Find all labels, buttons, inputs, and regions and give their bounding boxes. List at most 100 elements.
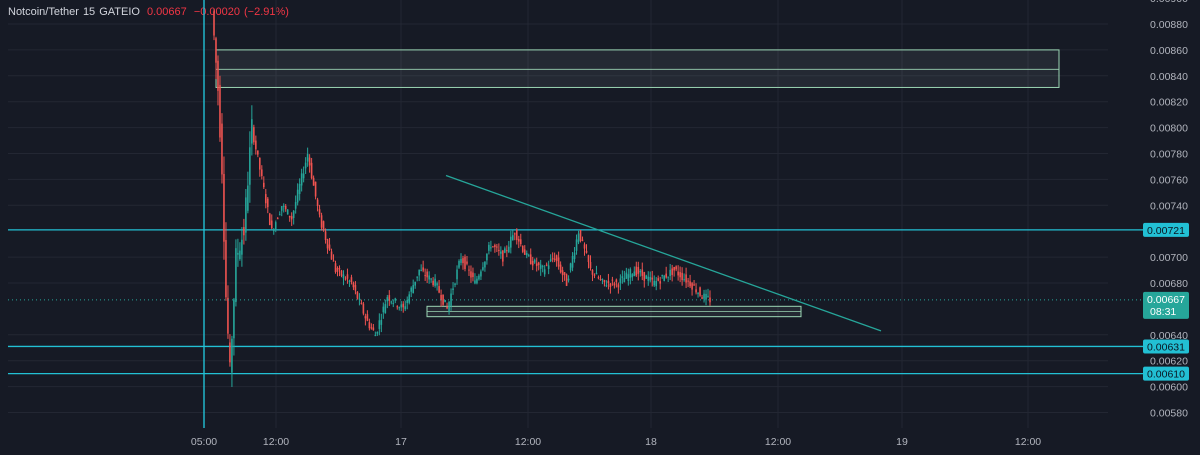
candle-body bbox=[599, 278, 602, 280]
candle-body bbox=[575, 239, 578, 251]
candle-body bbox=[322, 221, 325, 231]
candle-body bbox=[533, 259, 536, 263]
candle-body bbox=[290, 216, 293, 220]
candle-body bbox=[231, 338, 233, 373]
candle-body bbox=[699, 287, 701, 296]
candle-body bbox=[486, 253, 488, 261]
price-tag-label: 0.00610 bbox=[1147, 369, 1185, 381]
candle-body bbox=[573, 252, 576, 260]
chart-header: Notcoin/Tether 15 GATEIO 0.00667 −0.00020(… bbox=[8, 6, 293, 18]
candle-body bbox=[476, 278, 478, 284]
candle-body bbox=[286, 209, 289, 215]
countdown-label: 08:31 bbox=[1150, 306, 1176, 318]
candle-body bbox=[306, 154, 309, 162]
candle-body bbox=[701, 297, 703, 299]
candle-body bbox=[356, 291, 359, 299]
y-tick-label: 0.00900 bbox=[1150, 0, 1188, 5]
candle-body bbox=[434, 278, 436, 286]
candle-body bbox=[470, 271, 472, 278]
candle-body bbox=[432, 280, 434, 286]
y-tick-label: 0.00840 bbox=[1150, 71, 1188, 83]
candle-body bbox=[318, 209, 321, 215]
candle-body bbox=[354, 284, 357, 291]
candle-body bbox=[543, 269, 546, 275]
candle-body bbox=[482, 267, 484, 270]
candle-body bbox=[565, 274, 568, 286]
candle-body bbox=[404, 306, 407, 310]
candle-body bbox=[508, 246, 510, 253]
candle-body bbox=[593, 274, 596, 276]
candle-body bbox=[444, 300, 446, 303]
candle-body bbox=[314, 181, 317, 197]
candle-body bbox=[217, 60, 219, 91]
candle-body bbox=[617, 284, 620, 288]
price-tag-label: 0.00721 bbox=[1147, 225, 1185, 237]
y-tick-label: 0.00760 bbox=[1150, 174, 1188, 186]
candle-body bbox=[454, 283, 456, 285]
candle-body bbox=[402, 303, 405, 308]
candle-body bbox=[406, 299, 409, 303]
trendline[interactable] bbox=[445, 174, 882, 332]
candle-body bbox=[529, 254, 532, 265]
candle-body bbox=[615, 279, 618, 283]
price-tag bbox=[1143, 366, 1189, 381]
candle-body bbox=[697, 293, 699, 295]
candle-body bbox=[296, 189, 299, 203]
candle-body bbox=[288, 215, 291, 218]
candle-body bbox=[488, 244, 490, 251]
candle-body bbox=[665, 273, 667, 278]
candle-body bbox=[219, 85, 221, 138]
candle-body bbox=[270, 220, 273, 229]
candle-body bbox=[647, 276, 650, 281]
interval-label[interactable]: 15 bbox=[82, 6, 96, 18]
exchange-label: GATEIO bbox=[99, 6, 140, 18]
symbol-label[interactable]: Notcoin/Tether bbox=[8, 6, 79, 18]
candle-body bbox=[280, 206, 283, 211]
candle-body bbox=[414, 281, 416, 286]
candle-body bbox=[298, 184, 301, 194]
candle-body bbox=[428, 275, 430, 280]
zone-rect[interactable] bbox=[215, 49, 1060, 88]
price-tag-label: 0.00631 bbox=[1147, 341, 1185, 353]
candle-body bbox=[675, 266, 677, 270]
candle-body bbox=[663, 275, 665, 281]
candle-body bbox=[360, 302, 363, 304]
candle-body bbox=[591, 269, 594, 275]
candle-body bbox=[235, 248, 237, 303]
candle-body bbox=[502, 250, 504, 262]
candle-body bbox=[500, 251, 502, 254]
candle-body bbox=[438, 286, 440, 293]
candle-body bbox=[669, 269, 671, 276]
candle-body bbox=[376, 331, 379, 334]
candle-body bbox=[549, 259, 552, 262]
candle-body bbox=[589, 261, 592, 269]
candle-body bbox=[577, 233, 580, 243]
candle-body bbox=[426, 271, 428, 278]
candle-body bbox=[364, 316, 367, 319]
candle-body bbox=[661, 275, 663, 277]
candle-body bbox=[282, 205, 285, 207]
candle-body bbox=[263, 182, 265, 188]
candle-body bbox=[569, 263, 572, 271]
candle-body bbox=[241, 239, 243, 255]
candle-body bbox=[253, 127, 255, 143]
candle-body bbox=[300, 173, 303, 186]
last-price-label: 0.00667 bbox=[147, 6, 187, 18]
candle-body bbox=[472, 272, 474, 278]
candle-body bbox=[221, 123, 223, 175]
candle-body bbox=[655, 280, 658, 287]
candle-body bbox=[312, 177, 315, 186]
candle-body bbox=[478, 275, 480, 280]
candle-body bbox=[512, 235, 514, 241]
x-tick-label: 17 bbox=[395, 436, 407, 448]
candle-body bbox=[346, 274, 349, 279]
candle-body bbox=[358, 298, 361, 300]
candle-body bbox=[673, 266, 675, 271]
y-tick-label: 0.00740 bbox=[1150, 200, 1188, 212]
candle-body bbox=[458, 260, 460, 268]
candle-body bbox=[513, 233, 516, 235]
candle-body bbox=[510, 236, 512, 248]
candle-body bbox=[635, 266, 638, 276]
